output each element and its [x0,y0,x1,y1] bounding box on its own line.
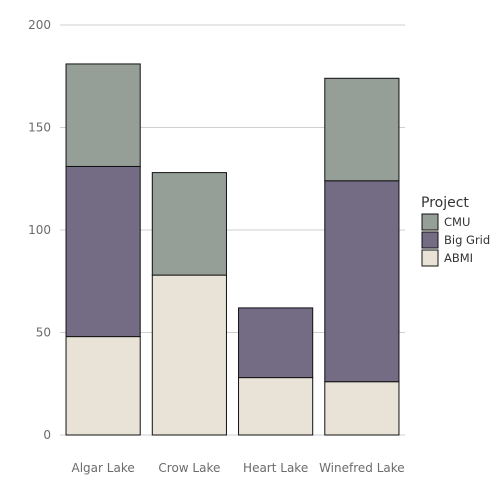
bar-heart-lake-abmi [238,377,314,436]
legend-key-abmi [421,249,439,267]
y-tick-label: 50 [36,326,51,340]
x-axis-ticks: Algar Lake Crow Lake Heart Lake Winefred La… [72,461,405,475]
y-axis-ticks: 0 50 100 150 200 [28,18,51,442]
bar-winefred-lake-big-grid [324,180,400,383]
y-tick-label: 100 [28,223,51,237]
bar-winefred-lake-cmu [324,77,400,182]
bar-crow-lake-cmu [151,172,227,276]
legend-label-abmi: ABMI [444,251,473,265]
bar-crow-lake-abmi [151,274,227,436]
bar-winefred-lake-abmi [324,381,400,436]
y-tick-label: 200 [28,18,51,32]
x-tick-label: Crow Lake [158,461,220,475]
x-tick-label: Heart Lake [243,461,308,475]
y-tick-label: 150 [28,121,51,135]
bar-algar-lake-abmi [65,336,141,436]
x-tick-label: Winefred Lake [319,461,405,475]
legend-title: Project [421,195,469,211]
bar-algar-lake-big-grid [65,165,141,338]
bar-algar-lake-cmu [65,63,141,167]
x-tick-label: Algar Lake [72,461,135,475]
legend-key-big-grid [421,231,439,249]
legend-key-cmu [421,213,439,231]
legend: Project CMU Big Grid ABMI [421,195,490,267]
bar-heart-lake-big-grid [238,307,314,379]
legend-label-cmu: CMU [444,215,470,229]
bars-layer [65,63,400,436]
y-tick-label: 0 [43,428,51,442]
legend-label-big-grid: Big Grid [444,233,490,247]
